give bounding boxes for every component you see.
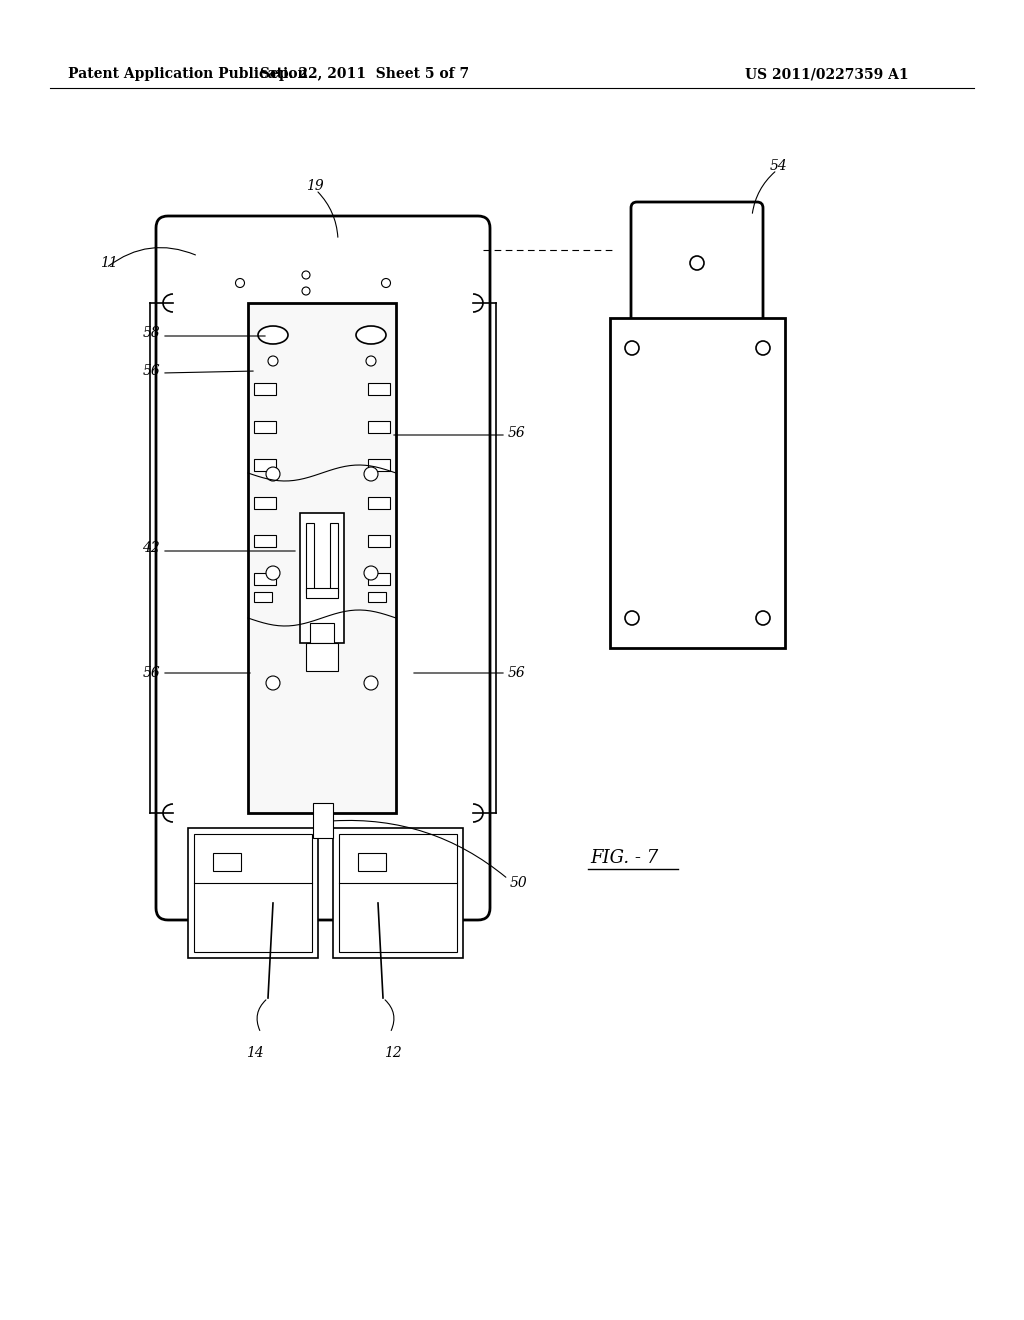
Circle shape — [364, 566, 378, 579]
Text: 56: 56 — [508, 667, 525, 680]
Text: 56: 56 — [508, 426, 525, 440]
Circle shape — [236, 279, 245, 288]
Text: 11: 11 — [100, 256, 118, 271]
Bar — [330, 523, 338, 593]
Bar — [254, 459, 276, 471]
Circle shape — [382, 279, 390, 288]
Circle shape — [364, 467, 378, 480]
Bar — [610, 318, 785, 648]
Text: 54: 54 — [770, 158, 787, 173]
Text: US 2011/0227359 A1: US 2011/0227359 A1 — [745, 67, 908, 81]
Text: 14: 14 — [246, 1045, 264, 1060]
Bar — [368, 421, 390, 433]
Bar — [254, 421, 276, 433]
Circle shape — [625, 341, 639, 355]
Text: 42: 42 — [142, 541, 160, 554]
Bar — [368, 459, 390, 471]
Circle shape — [625, 611, 639, 624]
Bar — [368, 383, 390, 395]
Bar — [339, 834, 457, 952]
Bar — [213, 853, 241, 871]
Bar — [306, 643, 338, 671]
Text: Patent Application Publication: Patent Application Publication — [68, 67, 307, 81]
Text: 56: 56 — [142, 364, 160, 378]
Bar — [254, 591, 272, 602]
Ellipse shape — [258, 326, 288, 345]
Circle shape — [266, 467, 280, 480]
Circle shape — [364, 676, 378, 690]
Text: 56: 56 — [142, 667, 160, 680]
Circle shape — [302, 271, 310, 279]
Bar — [310, 623, 334, 643]
Text: Sep. 22, 2011  Sheet 5 of 7: Sep. 22, 2011 Sheet 5 of 7 — [260, 67, 470, 81]
Circle shape — [268, 356, 278, 366]
Bar — [358, 853, 386, 871]
Bar — [188, 828, 318, 958]
Ellipse shape — [356, 326, 386, 345]
Text: 58: 58 — [142, 326, 160, 341]
Bar — [313, 803, 333, 838]
Circle shape — [266, 676, 280, 690]
Bar — [368, 591, 386, 602]
Circle shape — [302, 286, 310, 294]
Circle shape — [690, 256, 705, 271]
Text: 12: 12 — [384, 1045, 401, 1060]
Bar — [248, 304, 396, 813]
Circle shape — [756, 611, 770, 624]
Bar — [368, 498, 390, 510]
Circle shape — [756, 341, 770, 355]
Bar — [194, 834, 312, 952]
Bar — [368, 573, 390, 585]
Bar — [333, 828, 463, 958]
Bar — [306, 523, 314, 593]
FancyBboxPatch shape — [156, 216, 490, 920]
Bar — [254, 498, 276, 510]
Text: FIG. - 7: FIG. - 7 — [590, 849, 658, 867]
Text: 19: 19 — [306, 180, 324, 193]
Circle shape — [266, 566, 280, 579]
Bar — [254, 573, 276, 585]
Bar — [306, 587, 338, 598]
Bar — [254, 535, 276, 546]
Text: 50: 50 — [510, 876, 527, 890]
FancyBboxPatch shape — [631, 202, 763, 323]
Bar — [254, 383, 276, 395]
Bar — [368, 535, 390, 546]
Circle shape — [366, 356, 376, 366]
Bar — [300, 513, 344, 643]
